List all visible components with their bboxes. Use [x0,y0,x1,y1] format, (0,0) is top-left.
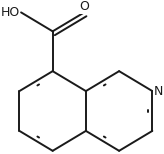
Text: N: N [154,85,163,98]
Text: HO: HO [0,6,20,19]
Text: O: O [79,0,89,13]
